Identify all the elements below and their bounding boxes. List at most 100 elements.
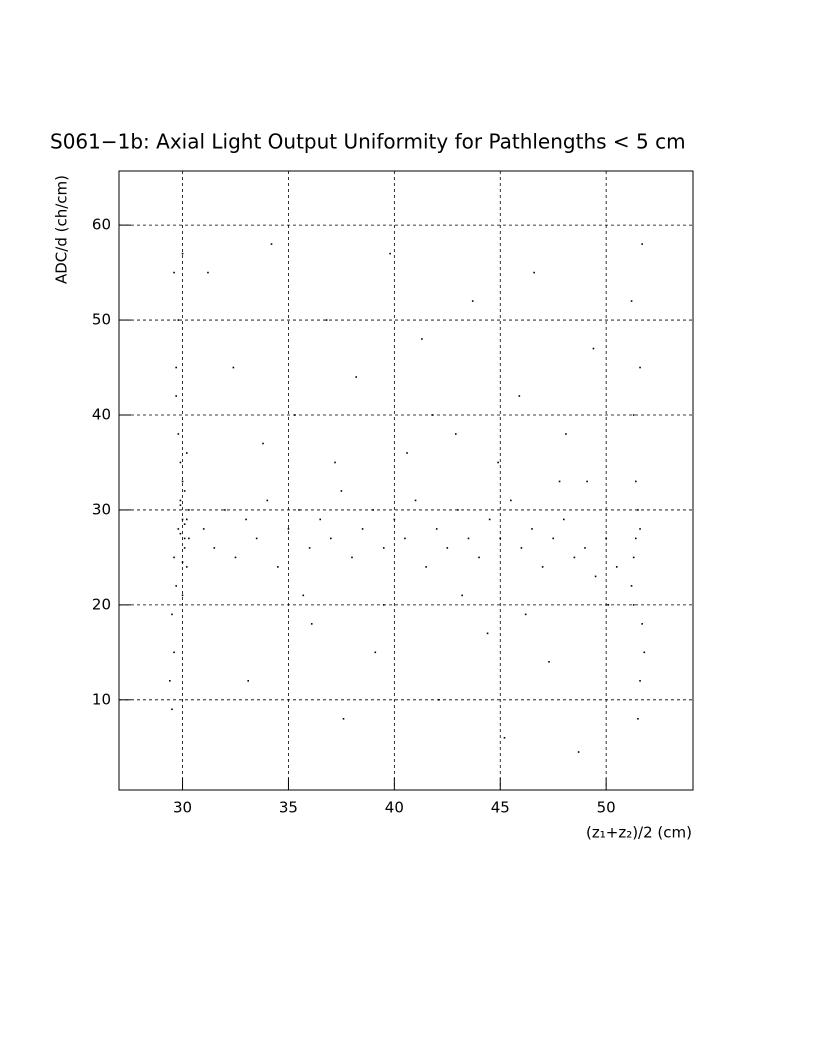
point [503,736,506,739]
point [382,547,385,549]
x-axis-label: (z₁+z₂)/2 (cm) [586,824,692,842]
point [635,480,637,483]
x-tick-label: 40 [385,799,404,817]
point [185,518,188,521]
point [382,604,385,606]
point [425,566,427,568]
x-tick-label: 30 [173,799,192,817]
point [414,499,417,502]
point [232,366,235,369]
point [431,414,434,416]
point [435,528,438,530]
point [175,366,177,369]
point [630,585,633,587]
point [643,651,646,654]
point [177,433,180,435]
x-tick-label: 45 [491,799,510,817]
point [637,509,639,511]
point [340,490,343,492]
point [541,566,544,568]
x-tick-label: 50 [597,799,616,817]
point [630,300,633,302]
point [177,528,180,530]
point [389,252,391,255]
point [181,518,184,521]
point [294,414,296,416]
point [404,537,406,540]
point [302,594,305,597]
point [632,604,635,606]
point [247,680,250,682]
point [287,528,290,530]
point [207,271,209,274]
point [461,594,463,597]
point [171,708,173,711]
point [185,452,188,454]
point [179,461,182,464]
point [454,433,457,435]
y-tick-label: 50 [92,311,111,329]
point [361,528,364,530]
point [372,509,374,511]
point [639,680,641,682]
point [277,566,279,568]
point [510,499,512,502]
point [637,717,639,720]
point [577,751,580,753]
point [183,547,186,549]
point [310,623,313,625]
point [524,613,527,616]
point [179,499,182,502]
point [179,532,182,535]
point [586,480,588,483]
y-tick-label: 40 [92,405,111,423]
point [457,509,459,511]
point [266,499,269,502]
point [270,243,273,245]
point [478,556,480,559]
point [355,376,358,378]
point [548,661,550,663]
point [342,717,345,720]
point [421,338,423,340]
point [171,613,173,616]
point [181,561,184,563]
point [562,518,565,521]
point [334,461,336,464]
point [499,537,502,540]
point [531,528,533,530]
point [181,252,184,255]
point [262,442,264,445]
point [325,319,328,321]
point [639,528,641,530]
point [181,480,184,483]
point [594,575,597,578]
point [224,509,226,511]
point [175,395,177,397]
point [202,528,205,530]
point [497,461,499,464]
point [173,651,175,654]
point [330,537,332,540]
point [607,604,610,606]
point [175,585,177,587]
point [181,594,184,597]
point [446,547,449,549]
point [488,518,491,521]
x-tick-label: 35 [279,799,298,817]
point [185,566,188,568]
point [183,537,186,540]
point [641,243,643,245]
point [639,366,641,369]
point [520,547,523,549]
y-tick-label: 10 [92,690,111,708]
y-axis-label: ADC/d (ch/cm) [53,175,71,284]
point [308,547,311,549]
point [183,523,186,525]
point [533,271,535,274]
point [552,537,555,540]
point [173,556,175,559]
point [486,632,489,635]
point [565,433,567,435]
